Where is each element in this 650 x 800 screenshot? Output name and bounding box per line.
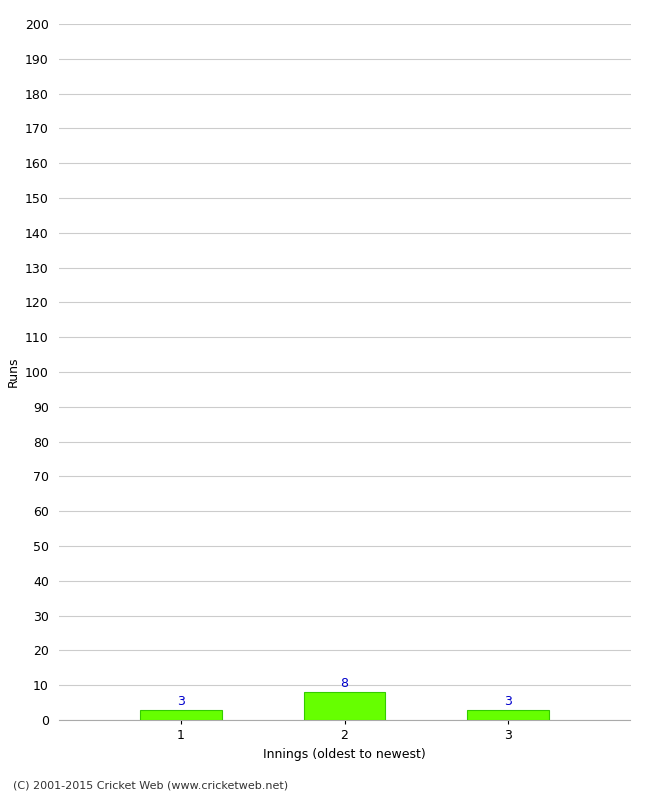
- Bar: [467, 710, 549, 720]
- Text: (C) 2001-2015 Cricket Web (www.cricketweb.net): (C) 2001-2015 Cricket Web (www.cricketwe…: [13, 781, 288, 790]
- Bar: [304, 692, 385, 720]
- Bar: [140, 710, 222, 720]
- X-axis label: Innings (oldest to newest): Innings (oldest to newest): [263, 747, 426, 761]
- Text: 8: 8: [341, 678, 348, 690]
- Y-axis label: Runs: Runs: [6, 357, 20, 387]
- Text: 3: 3: [177, 695, 185, 708]
- Text: 3: 3: [504, 695, 512, 708]
